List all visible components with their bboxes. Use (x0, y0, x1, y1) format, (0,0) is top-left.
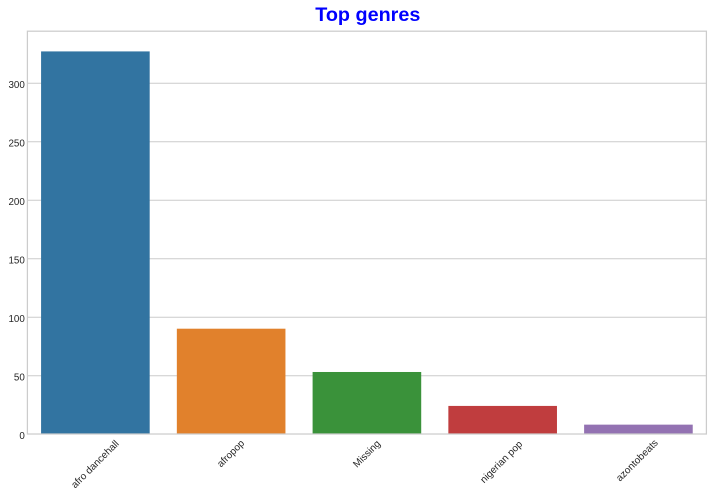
svg-text:150: 150 (8, 255, 25, 266)
svg-text:250: 250 (8, 138, 25, 149)
svg-text:200: 200 (8, 197, 25, 208)
svg-text:afropop: afropop (215, 438, 247, 470)
svg-text:Missing: Missing (351, 439, 383, 471)
svg-text:afro dancehall: afro dancehall (69, 439, 121, 491)
svg-text:50: 50 (14, 372, 25, 383)
svg-text:azontobeats: azontobeats (614, 438, 660, 484)
svg-text:100: 100 (8, 314, 25, 325)
svg-text:Top genres: Top genres (315, 4, 420, 26)
svg-text:300: 300 (8, 80, 25, 91)
svg-text:nigerian pop: nigerian pop (478, 439, 525, 486)
svg-text:0: 0 (19, 431, 25, 442)
